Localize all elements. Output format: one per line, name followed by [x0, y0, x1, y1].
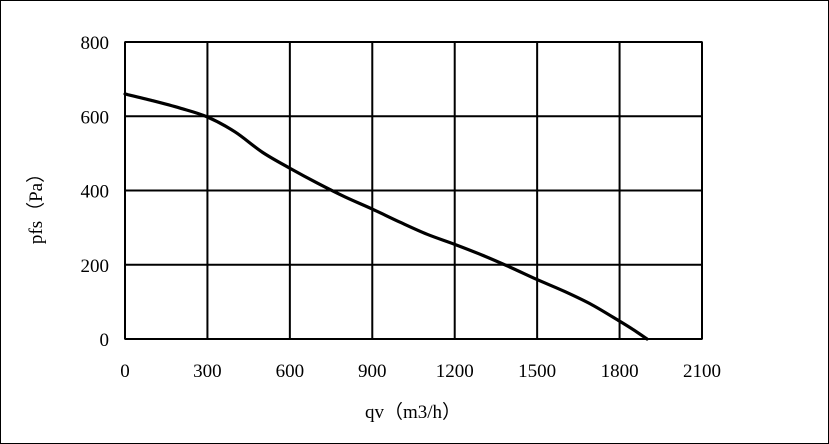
y-tick-label: 400	[81, 182, 110, 203]
y-tick-label: 800	[81, 33, 110, 54]
plot-area-border	[124, 41, 703, 340]
x-axis-ticks: 0 300 600 900 1200 1500 1800 2100	[120, 361, 721, 382]
series-line-pfs-vs-qv	[123, 92, 649, 341]
x-tick-label: 600	[276, 361, 305, 382]
x-tick-label: 2100	[683, 361, 721, 382]
y-tick-label: 200	[81, 256, 110, 277]
x-tick-label: 1500	[518, 361, 556, 382]
y-axis-ticks: 0 200 400 600 800	[81, 33, 110, 351]
x-tick-label: 1800	[601, 361, 639, 382]
x-tick-label: 900	[358, 361, 387, 382]
x-axis-title: qv（m3/h）	[365, 401, 461, 423]
x-tick-label: 0	[120, 361, 130, 382]
chart-series	[123, 92, 649, 341]
chart-grid	[124, 41, 703, 340]
y-axis-title: pfs（Pa）	[25, 164, 47, 244]
y-tick-label: 600	[81, 107, 110, 128]
x-tick-label: 1200	[436, 361, 474, 382]
x-tick-label: 300	[193, 361, 222, 382]
y-tick-label: 0	[100, 330, 110, 351]
